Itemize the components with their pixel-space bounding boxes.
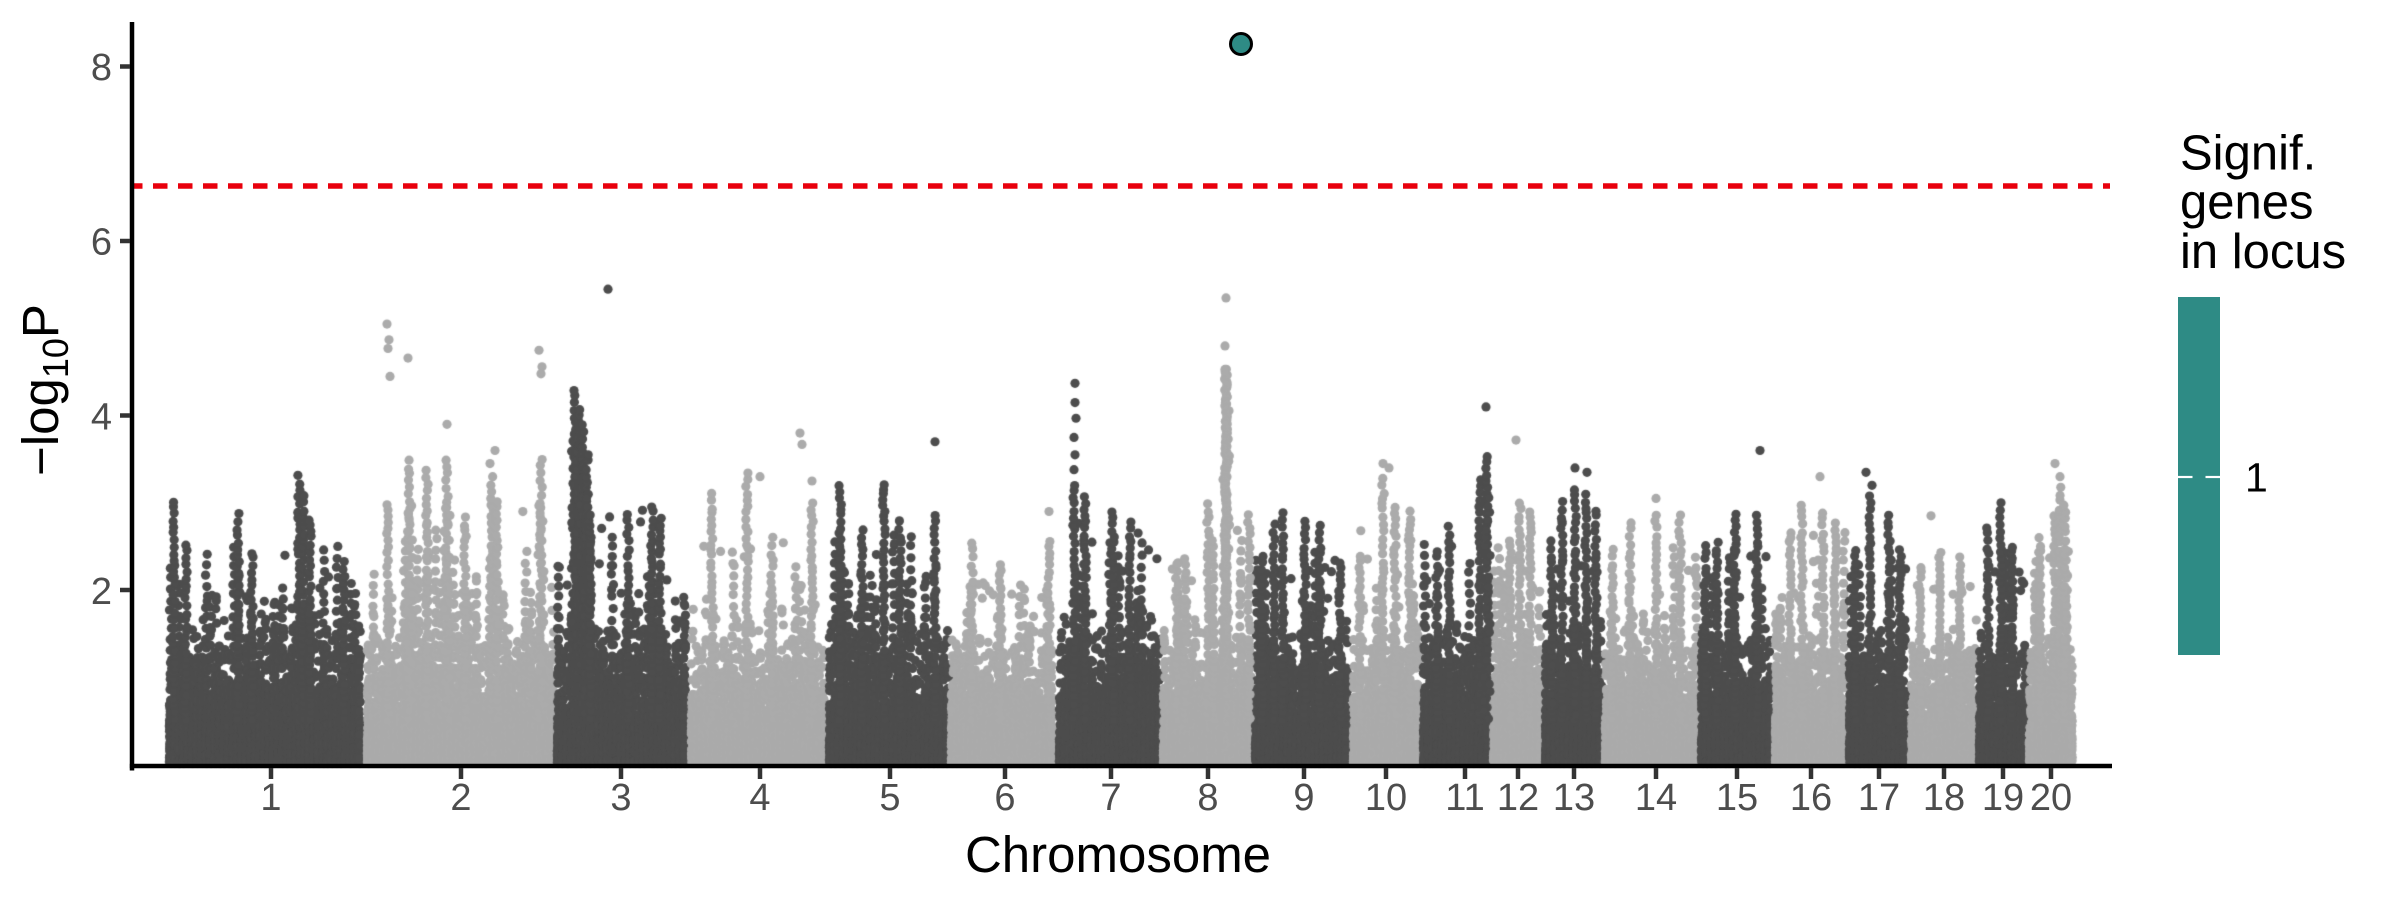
svg-text:Signif.: Signif. [2180,127,2316,181]
svg-text:6: 6 [91,222,112,264]
svg-text:2: 2 [450,777,471,819]
svg-text:5: 5 [879,777,900,819]
svg-text:4: 4 [91,397,112,439]
svg-text:3: 3 [610,777,631,819]
svg-text:18: 18 [1923,777,1965,819]
svg-text:−log10P: −log10P [12,304,76,476]
svg-text:11: 11 [1445,777,1484,819]
svg-text:19: 19 [1982,777,2024,819]
svg-text:12: 12 [1497,777,1539,819]
svg-text:16: 16 [1790,777,1832,819]
svg-text:14: 14 [1635,777,1677,819]
svg-text:17: 17 [1858,777,1900,819]
svg-text:8: 8 [1197,777,1218,819]
svg-text:1: 1 [2245,455,2268,501]
svg-text:15: 15 [1716,777,1758,819]
svg-text:13: 13 [1553,777,1595,819]
svg-text:4: 4 [749,777,770,819]
svg-text:20: 20 [2030,777,2072,819]
svg-text:Chromosome: Chromosome [965,826,1271,883]
svg-text:8: 8 [91,47,112,89]
svg-text:6: 6 [994,777,1015,819]
svg-text:in locus: in locus [2180,225,2346,279]
svg-text:7: 7 [1100,777,1121,819]
svg-text:genes: genes [2180,176,2314,230]
svg-text:9: 9 [1293,777,1314,819]
svg-text:10: 10 [1365,777,1407,819]
svg-text:2: 2 [91,571,112,613]
svg-text:1: 1 [260,777,281,819]
